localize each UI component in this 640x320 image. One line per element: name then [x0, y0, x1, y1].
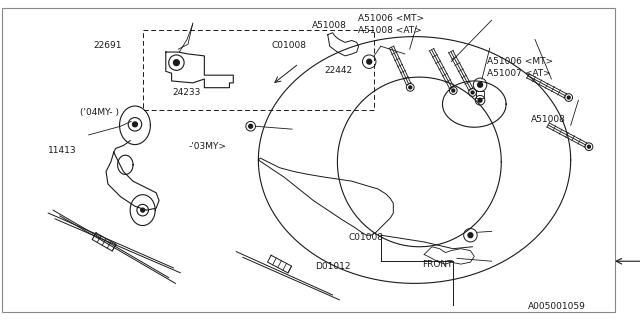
- Circle shape: [141, 208, 145, 212]
- Text: A51006 <MT>: A51006 <MT>: [488, 57, 554, 66]
- Text: A51006 <MT>: A51006 <MT>: [358, 13, 424, 23]
- Text: A51008: A51008: [531, 116, 566, 124]
- Text: ('04MY- ): ('04MY- ): [80, 108, 119, 117]
- Circle shape: [478, 98, 482, 102]
- Text: C01008: C01008: [349, 233, 383, 242]
- Circle shape: [409, 86, 412, 89]
- Text: D01012: D01012: [315, 262, 350, 271]
- Text: -'03MY>: -'03MY>: [188, 142, 226, 151]
- Circle shape: [567, 96, 570, 99]
- Circle shape: [477, 82, 483, 87]
- Circle shape: [173, 60, 179, 66]
- Text: 22442: 22442: [324, 66, 352, 75]
- Circle shape: [588, 145, 591, 148]
- Circle shape: [249, 124, 253, 128]
- Text: 24233: 24233: [173, 88, 201, 97]
- Text: 11413: 11413: [48, 146, 77, 155]
- Text: A51007 <AT>: A51007 <AT>: [488, 69, 551, 78]
- Circle shape: [132, 122, 138, 127]
- Text: A51008 <AT>: A51008 <AT>: [358, 26, 422, 35]
- Circle shape: [468, 233, 473, 238]
- Text: A51008: A51008: [312, 21, 346, 30]
- Text: C01008: C01008: [271, 41, 307, 50]
- Text: FRONT: FRONT: [422, 260, 453, 269]
- Circle shape: [471, 91, 474, 94]
- Circle shape: [367, 59, 372, 64]
- Circle shape: [452, 89, 455, 92]
- Text: 22691: 22691: [93, 41, 122, 50]
- Text: A005001059: A005001059: [527, 302, 586, 311]
